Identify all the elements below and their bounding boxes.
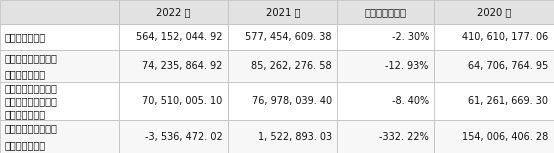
Bar	[228, 82, 337, 120]
Bar	[0, 0, 119, 24]
Text: 营业收入（元）: 营业收入（元）	[4, 32, 45, 42]
Text: 2022 年: 2022 年	[156, 7, 191, 17]
Bar	[0, 50, 119, 82]
Bar	[0, 120, 119, 153]
Bar	[119, 82, 228, 120]
Text: 归属于上市公司股东: 归属于上市公司股东	[4, 83, 57, 93]
Text: 的扣除非经常性损益: 的扣除非经常性损益	[4, 96, 57, 106]
Text: 经营活动产生的现金: 经营活动产生的现金	[4, 123, 57, 133]
Bar	[119, 120, 228, 153]
Text: 410, 610, 177. 06: 410, 610, 177. 06	[462, 32, 548, 42]
Text: -12. 93%: -12. 93%	[386, 61, 429, 71]
Bar	[228, 50, 337, 82]
Bar	[337, 82, 434, 120]
Text: 2021 年: 2021 年	[265, 7, 300, 17]
Bar	[0, 24, 119, 50]
Bar	[228, 0, 337, 24]
Bar	[337, 24, 434, 50]
Text: -332. 22%: -332. 22%	[379, 132, 429, 142]
Text: 74, 235, 864. 92: 74, 235, 864. 92	[142, 61, 223, 71]
Bar	[337, 50, 434, 82]
Text: 577, 454, 609. 38: 577, 454, 609. 38	[245, 32, 332, 42]
Bar	[0, 82, 119, 120]
Text: 70, 510, 005. 10: 70, 510, 005. 10	[142, 96, 223, 106]
Bar	[434, 82, 554, 120]
Bar	[337, 120, 434, 153]
Bar	[228, 120, 337, 153]
Bar	[119, 24, 228, 50]
Bar	[434, 0, 554, 24]
Text: 归属于上市公司股东: 归属于上市公司股东	[4, 53, 57, 63]
Text: -8. 40%: -8. 40%	[392, 96, 429, 106]
Bar	[434, 24, 554, 50]
Bar	[119, 0, 228, 24]
Bar	[228, 24, 337, 50]
Text: 的净利润（元）: 的净利润（元）	[4, 109, 45, 119]
Text: 2020 年: 2020 年	[477, 7, 511, 17]
Bar	[434, 50, 554, 82]
Text: 的净利润（元）: 的净利润（元）	[4, 69, 45, 79]
Text: 76, 978, 039. 40: 76, 978, 039. 40	[252, 96, 332, 106]
Bar	[434, 120, 554, 153]
Text: 154, 006, 406. 28: 154, 006, 406. 28	[462, 132, 548, 142]
Bar	[337, 0, 434, 24]
Text: 85, 262, 276. 58: 85, 262, 276. 58	[251, 61, 332, 71]
Text: -2. 30%: -2. 30%	[392, 32, 429, 42]
Text: 本年比上年增减: 本年比上年增减	[365, 7, 407, 17]
Text: 64, 706, 764. 95: 64, 706, 764. 95	[468, 61, 548, 71]
Text: 流量净额（元）: 流量净额（元）	[4, 140, 45, 150]
Text: 564, 152, 044. 92: 564, 152, 044. 92	[136, 32, 223, 42]
Text: 1, 522, 893. 03: 1, 522, 893. 03	[258, 132, 332, 142]
Bar	[119, 50, 228, 82]
Text: 61, 261, 669. 30: 61, 261, 669. 30	[469, 96, 548, 106]
Text: -3, 536, 472. 02: -3, 536, 472. 02	[145, 132, 223, 142]
